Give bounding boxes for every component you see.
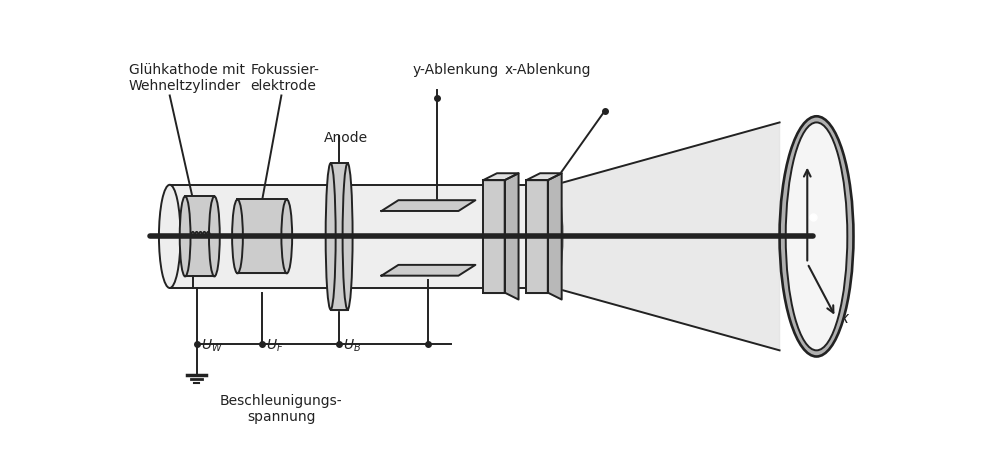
Polygon shape: [547, 173, 561, 299]
Text: Fokussier-
elektrode: Fokussier- elektrode: [251, 63, 320, 93]
Text: $U_B$: $U_B$: [343, 338, 362, 354]
Text: y: y: [815, 162, 824, 177]
Polygon shape: [484, 173, 518, 180]
Ellipse shape: [232, 200, 243, 274]
Text: x-Ablenkung: x-Ablenkung: [504, 63, 591, 77]
Ellipse shape: [180, 196, 191, 276]
Text: Anode: Anode: [324, 131, 368, 145]
Polygon shape: [382, 265, 476, 276]
Ellipse shape: [343, 163, 353, 310]
Ellipse shape: [786, 122, 847, 350]
Polygon shape: [526, 173, 561, 180]
Ellipse shape: [326, 163, 336, 310]
Polygon shape: [170, 185, 554, 288]
Polygon shape: [331, 163, 348, 310]
Ellipse shape: [779, 116, 853, 357]
Polygon shape: [554, 122, 779, 350]
Polygon shape: [526, 180, 547, 292]
Ellipse shape: [159, 185, 181, 288]
Ellipse shape: [282, 200, 292, 274]
Text: $U_F$: $U_F$: [266, 338, 284, 354]
Text: Beschleunigungs-
spannung: Beschleunigungs- spannung: [220, 394, 343, 425]
Text: y-Ablenkung: y-Ablenkung: [413, 63, 499, 77]
Polygon shape: [382, 200, 476, 211]
Polygon shape: [185, 196, 215, 276]
Text: Glühkathode mit
Wehneltzylinder: Glühkathode mit Wehneltzylinder: [129, 63, 245, 93]
Ellipse shape: [547, 185, 562, 288]
Ellipse shape: [209, 196, 220, 276]
Text: x: x: [839, 311, 848, 326]
Text: $U_W$: $U_W$: [201, 338, 223, 354]
Polygon shape: [484, 180, 504, 292]
Polygon shape: [238, 200, 287, 274]
Polygon shape: [504, 173, 518, 299]
